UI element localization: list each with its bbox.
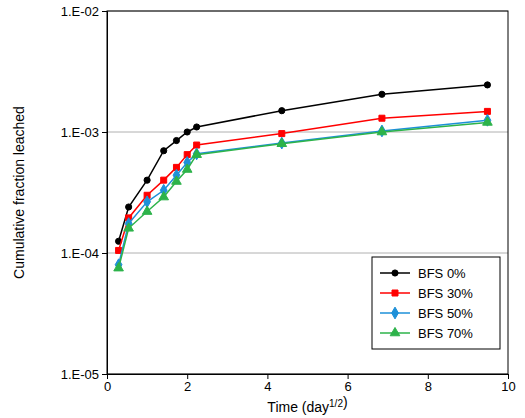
series-line xyxy=(119,122,488,268)
marker xyxy=(172,176,182,184)
series-line xyxy=(119,111,488,250)
y-tick-mark xyxy=(102,253,107,254)
marker xyxy=(377,126,387,134)
grid-line xyxy=(107,253,508,254)
marker xyxy=(483,117,493,125)
marker xyxy=(277,138,287,146)
y-tick-label: 1.E-02 xyxy=(61,4,99,19)
x-axis-title: Time (day1/2) xyxy=(267,394,347,415)
legend-marker xyxy=(392,270,398,276)
series-line xyxy=(119,85,488,241)
x-tick-label: 2 xyxy=(184,379,191,394)
y-tick-label: 1.E-03 xyxy=(61,125,99,140)
marker xyxy=(114,263,124,271)
grid xyxy=(107,11,508,374)
plot-frame xyxy=(107,11,508,374)
marker xyxy=(194,124,200,130)
x-tick-label: 6 xyxy=(344,379,351,394)
y-axis-title: Cumulative fraction leached xyxy=(11,106,27,279)
marker xyxy=(379,91,385,97)
y-tick: 1.E-05 xyxy=(61,367,107,382)
marker xyxy=(279,108,285,114)
x-tick-label: 10 xyxy=(501,379,515,394)
y-tick-label: 1.E-05 xyxy=(61,367,99,382)
x-axis: 0 2 4 6 8 10 xyxy=(104,374,516,394)
marker xyxy=(144,177,150,183)
grid-line xyxy=(107,132,508,133)
y-tick: 1.E-03 xyxy=(61,125,107,140)
marker xyxy=(126,204,132,210)
y-tick-mark xyxy=(102,11,107,12)
y-tick-mark xyxy=(102,132,107,133)
x-tick-label: 0 xyxy=(104,379,111,394)
plot: 02468101.E-051.E-041.E-031.E-02BFS 0%BFS… xyxy=(61,4,516,395)
legend-marker xyxy=(390,327,400,335)
x-tick: 6 xyxy=(344,374,351,394)
marker xyxy=(192,149,202,157)
x-tick: 2 xyxy=(184,374,191,394)
legend-entry: BFS 30% xyxy=(380,286,473,301)
marker xyxy=(279,131,285,137)
marker xyxy=(124,223,134,231)
marker xyxy=(182,164,192,172)
legend: BFS 0% BFS 30% BFS 50% BFS 70% xyxy=(372,257,500,349)
x-tick-label: 8 xyxy=(425,379,432,394)
marker xyxy=(142,206,152,214)
x-axis-line xyxy=(108,375,509,380)
legend-entry: BFS 50% xyxy=(380,306,473,321)
marker xyxy=(161,148,167,154)
legend-entry: BFS 70% xyxy=(380,326,473,341)
y-axis: 1.E-05 1.E-04 1.E-03 1.E-02 xyxy=(61,4,108,382)
legend-frame xyxy=(372,257,500,349)
legend-label: BFS 0% xyxy=(418,266,466,281)
legend-label: BFS 70% xyxy=(418,326,473,341)
x-tick: 4 xyxy=(264,374,271,394)
y-tick-label: 1.E-04 xyxy=(61,246,99,261)
marker xyxy=(159,192,169,200)
marker xyxy=(161,177,167,183)
marker xyxy=(484,82,490,88)
legend-entry: BFS 0% xyxy=(380,266,466,281)
legend-marker xyxy=(392,290,398,296)
chart: 02468101.E-051.E-041.E-031.E-02BFS 0%BFS… xyxy=(0,0,525,418)
marker xyxy=(173,137,179,143)
x-tick-label: 4 xyxy=(264,379,271,394)
x-tick: 8 xyxy=(425,374,432,394)
legend-marker xyxy=(392,307,399,319)
y-tick: 1.E-04 xyxy=(61,246,107,261)
y-axis-line xyxy=(102,12,108,375)
x-tick: 0 xyxy=(104,374,111,394)
y-tick: 1.E-02 xyxy=(61,4,107,19)
marker xyxy=(116,247,122,253)
marker xyxy=(379,115,385,121)
legend-label: BFS 30% xyxy=(418,286,473,301)
y-tick-mark xyxy=(102,374,107,375)
x-tick: 10 xyxy=(501,374,515,394)
marker xyxy=(184,129,190,135)
series-area xyxy=(114,82,492,271)
legend-label: BFS 50% xyxy=(418,306,473,321)
